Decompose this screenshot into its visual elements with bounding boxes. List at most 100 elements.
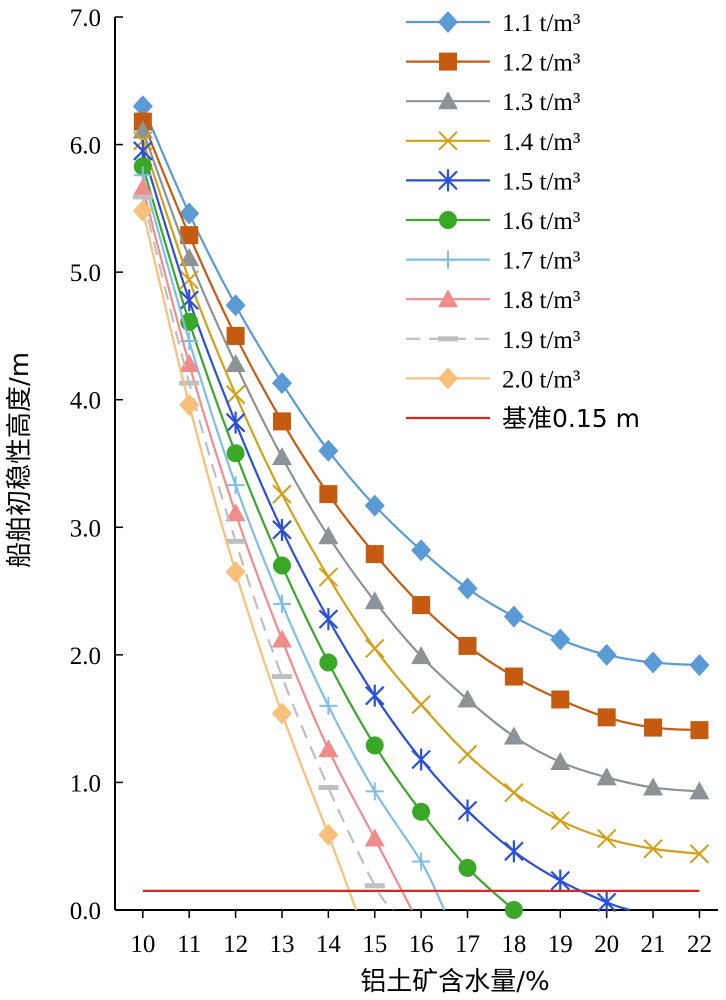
data-point bbox=[225, 384, 246, 405]
series-5 bbox=[133, 157, 523, 919]
data-point bbox=[132, 95, 153, 118]
legend-item: 1.5 t/m³ bbox=[406, 168, 581, 195]
plot-area bbox=[132, 95, 710, 919]
legend-item: 1.8 t/m³ bbox=[406, 287, 581, 314]
data-point bbox=[272, 556, 291, 575]
data-point bbox=[643, 777, 664, 796]
data-point bbox=[411, 539, 432, 562]
data-point bbox=[550, 628, 571, 651]
y-tick-label: 2.0 bbox=[70, 643, 101, 670]
data-point bbox=[179, 353, 200, 372]
data-point bbox=[364, 494, 385, 517]
legend-label: 1.3 t/m³ bbox=[502, 89, 581, 116]
data-point bbox=[319, 485, 338, 504]
legend-marker bbox=[439, 52, 457, 71]
legend-item: 1.2 t/m³ bbox=[406, 50, 581, 77]
data-point bbox=[318, 439, 339, 462]
data-point bbox=[690, 721, 709, 740]
data-point bbox=[596, 828, 617, 849]
data-point bbox=[504, 840, 524, 863]
x-tick-labels: 10 11 12 13 14 15 16 17 18 19 20 21 22 bbox=[130, 910, 712, 958]
data-point bbox=[179, 393, 200, 416]
x-tick-label: 17 bbox=[455, 931, 480, 958]
axes bbox=[114, 17, 718, 911]
series-7 bbox=[132, 177, 413, 911]
data-point bbox=[411, 748, 431, 771]
legend-marker bbox=[438, 11, 458, 33]
data-point bbox=[132, 194, 153, 200]
data-point bbox=[504, 901, 523, 919]
data-point bbox=[132, 177, 153, 196]
data-point bbox=[271, 674, 292, 680]
data-point bbox=[689, 844, 710, 864]
x-tick-label: 19 bbox=[548, 931, 573, 958]
y-tick-label: 3.0 bbox=[70, 515, 101, 542]
data-point bbox=[596, 891, 617, 914]
series-2 bbox=[132, 120, 710, 800]
legend-label: 1.8 t/m³ bbox=[502, 287, 581, 314]
data-point bbox=[458, 858, 477, 877]
legend-label: 1.7 t/m³ bbox=[502, 248, 581, 275]
data-point bbox=[318, 823, 339, 846]
data-point bbox=[272, 484, 292, 504]
y-axis-label: 船舶初稳性高度/m bbox=[5, 352, 35, 568]
legend-label: 1.5 t/m³ bbox=[502, 168, 581, 195]
legend-item: 1.3 t/m³ bbox=[406, 89, 581, 116]
data-point bbox=[271, 447, 292, 466]
data-point bbox=[457, 744, 478, 765]
data-point bbox=[550, 752, 571, 771]
data-point bbox=[272, 412, 291, 431]
data-point bbox=[365, 638, 385, 659]
data-point bbox=[364, 883, 385, 889]
y-tick-label: 1.0 bbox=[70, 770, 101, 797]
data-point bbox=[226, 476, 245, 495]
x-tick-label: 21 bbox=[641, 931, 666, 958]
data-point bbox=[411, 694, 431, 715]
x-axis-label: 铝土矿含水量/% bbox=[360, 967, 549, 997]
legend-marker bbox=[438, 131, 458, 151]
series-4 bbox=[133, 139, 631, 914]
x-tick-label: 18 bbox=[501, 931, 526, 958]
legend-item: 1.6 t/m³ bbox=[406, 208, 581, 235]
data-point bbox=[225, 353, 246, 372]
data-point bbox=[504, 667, 523, 686]
data-point bbox=[225, 294, 246, 317]
data-point bbox=[271, 702, 292, 725]
series-line bbox=[141, 196, 395, 911]
data-point bbox=[226, 444, 245, 463]
y-tick-label: 5.0 bbox=[70, 260, 101, 287]
data-point bbox=[225, 560, 246, 583]
data-point bbox=[596, 767, 617, 786]
data-point bbox=[457, 689, 478, 708]
legend-label: 1.6 t/m³ bbox=[502, 208, 581, 235]
data-point bbox=[319, 653, 338, 672]
data-point bbox=[179, 202, 200, 225]
legend-item: 1.1 t/m³ bbox=[406, 10, 581, 37]
data-point bbox=[412, 596, 431, 615]
x-tick-label: 22 bbox=[687, 931, 712, 958]
legend-item: 1.9 t/m³ bbox=[406, 327, 581, 354]
data-point bbox=[272, 594, 291, 613]
data-point bbox=[458, 636, 477, 655]
legend-marker bbox=[438, 169, 458, 192]
x-tick-label: 13 bbox=[269, 931, 294, 958]
data-point bbox=[550, 869, 571, 892]
data-point bbox=[412, 802, 431, 821]
data-point bbox=[225, 538, 246, 544]
data-point bbox=[271, 372, 292, 395]
legend-item: 1.7 t/m³ bbox=[406, 248, 581, 275]
x-tick-label: 14 bbox=[316, 931, 342, 958]
data-point bbox=[457, 577, 478, 600]
y-tick-label: 0.0 bbox=[70, 898, 101, 925]
y-tick-labels: 0.0 1.0 2.0 3.0 4.0 5.0 6.0 7.0 bbox=[70, 5, 123, 925]
legend-marker bbox=[438, 91, 458, 110]
series-line bbox=[141, 105, 700, 667]
data-point bbox=[180, 226, 199, 245]
legend-label: 2.0 t/m³ bbox=[502, 366, 581, 393]
legend-label: 1.9 t/m³ bbox=[502, 327, 581, 354]
series-6 bbox=[133, 166, 446, 911]
x-tick-label: 20 bbox=[594, 931, 619, 958]
data-point bbox=[503, 605, 524, 628]
x-tick-label: 10 bbox=[130, 931, 155, 958]
series-line bbox=[141, 140, 700, 855]
